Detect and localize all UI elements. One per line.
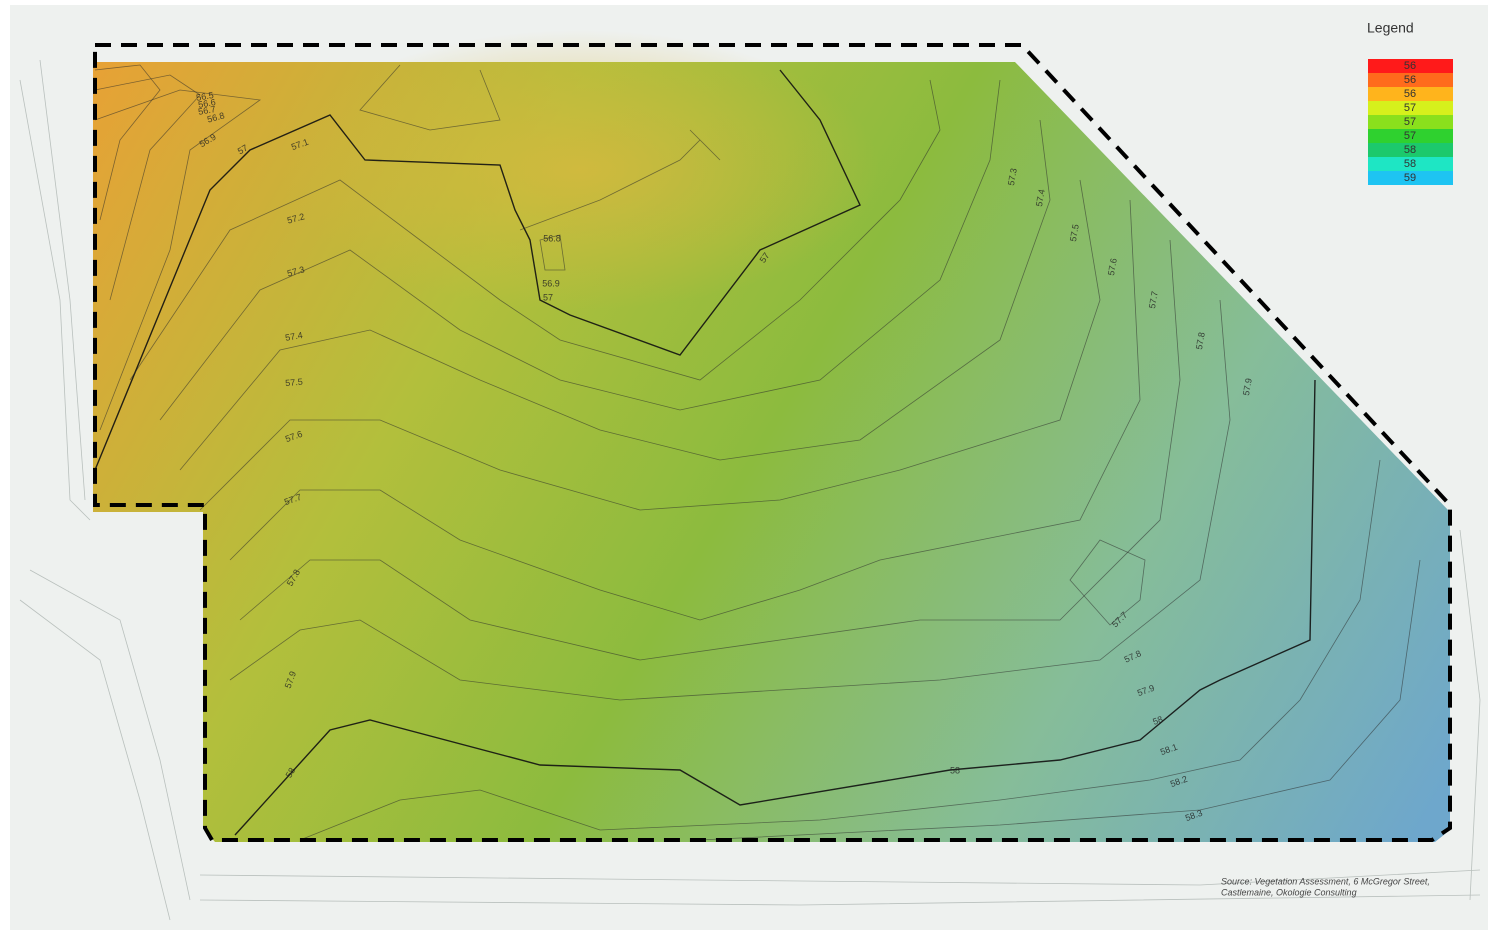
contour-label: 58 bbox=[1151, 714, 1164, 727]
legend-title: Legend bbox=[1367, 20, 1414, 36]
background-contours bbox=[19, 59, 1481, 921]
contour-label: 57.5 bbox=[285, 377, 303, 388]
legend-label: 57 bbox=[1404, 130, 1416, 142]
contour-label: 57.3 bbox=[286, 264, 306, 278]
contour-label: 56.7 bbox=[197, 104, 216, 117]
legend-label: 57 bbox=[1404, 116, 1416, 128]
contour-label: 56.9 bbox=[542, 278, 560, 288]
contour-label: 56.6 bbox=[197, 97, 216, 110]
contour-label: 56.8 bbox=[543, 233, 561, 243]
site-boundary bbox=[93, 43, 1452, 842]
contour-label: 57.3 bbox=[1006, 167, 1019, 186]
contour-label: 57 bbox=[236, 143, 250, 157]
legend-swatch bbox=[1368, 115, 1453, 129]
contour-lines bbox=[94, 64, 1421, 841]
contour-label: 57.4 bbox=[284, 330, 303, 343]
contour-label: 57 bbox=[543, 292, 553, 302]
source-line: Source: Vegetation Assessment, 6 McGrego… bbox=[1221, 876, 1430, 886]
contour-label: 57.8 bbox=[1194, 331, 1207, 350]
contour-label: 58 bbox=[950, 765, 960, 775]
legend-swatch bbox=[1368, 171, 1453, 185]
legend-label: 56 bbox=[1404, 74, 1416, 86]
legend-label: 56 bbox=[1404, 60, 1416, 72]
contour-label: 57.6 bbox=[1106, 257, 1119, 276]
contour-label: 57 bbox=[758, 251, 772, 265]
legend: 56 56 56 57 57 57 58 58 59 bbox=[1368, 59, 1453, 185]
legend-label: 58 bbox=[1404, 144, 1416, 156]
contour-label: 57.7 bbox=[1147, 290, 1160, 309]
contour-label: 56.5 bbox=[195, 90, 214, 103]
contour-label: 57.9 bbox=[1241, 377, 1254, 396]
contour-label: 57.2 bbox=[286, 211, 306, 225]
legend-label: 57 bbox=[1404, 102, 1416, 114]
legend-swatch bbox=[1368, 59, 1453, 73]
contour-label: 58 bbox=[284, 766, 298, 780]
contour-label: 56.8 bbox=[206, 110, 226, 124]
legend-swatch bbox=[1368, 129, 1453, 143]
legend-swatch bbox=[1368, 157, 1453, 171]
contour-label: 57.5 bbox=[1068, 223, 1081, 242]
legend-swatch bbox=[1368, 143, 1453, 157]
legend-label: 58 bbox=[1404, 158, 1416, 170]
high-area-tint bbox=[280, 30, 880, 310]
legend-swatch bbox=[1368, 73, 1453, 87]
legend-swatch bbox=[1368, 87, 1453, 101]
contour-label: 57.4 bbox=[1034, 188, 1047, 207]
source-line: Castlemaine, Okologie Consulting bbox=[1221, 887, 1357, 897]
legend-label: 56 bbox=[1404, 88, 1416, 100]
legend-label: 59 bbox=[1404, 172, 1416, 184]
legend-swatch bbox=[1368, 101, 1453, 115]
